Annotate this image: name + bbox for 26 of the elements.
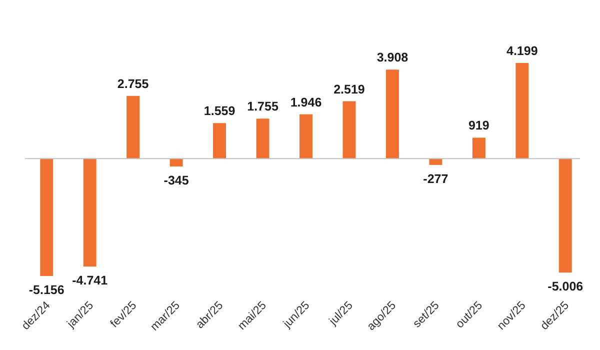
data-label: -5.006 xyxy=(548,280,584,294)
data-label: 919 xyxy=(468,118,490,133)
data-label: 1.946 xyxy=(290,95,322,110)
bar xyxy=(300,114,312,159)
bar xyxy=(342,101,356,159)
bar xyxy=(386,70,399,159)
bar xyxy=(472,138,486,159)
bar xyxy=(170,158,183,166)
data-label: 1.755 xyxy=(247,100,278,114)
data-label: 3.908 xyxy=(376,50,408,65)
bar xyxy=(83,158,96,267)
data-label: -277 xyxy=(423,172,448,186)
data-label: 4.199 xyxy=(506,44,538,58)
bar xyxy=(429,158,442,165)
data-label: 1.559 xyxy=(204,104,236,118)
bar xyxy=(558,158,572,273)
data-label: -345 xyxy=(164,173,189,188)
bar xyxy=(40,158,54,276)
data-label: -4.741 xyxy=(72,274,108,288)
bar xyxy=(516,63,529,159)
bar xyxy=(213,123,226,159)
bar xyxy=(256,118,270,159)
data-label: -5.156 xyxy=(28,283,64,297)
bar xyxy=(126,96,140,159)
data-label: 2.755 xyxy=(117,76,149,91)
data-label: 2.519 xyxy=(334,82,365,96)
